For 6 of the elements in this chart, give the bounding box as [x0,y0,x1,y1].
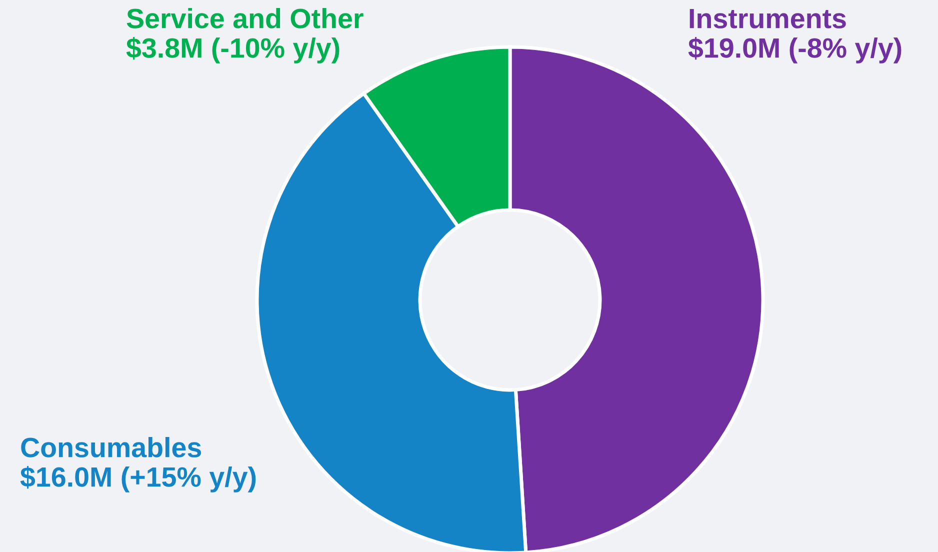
text: $16.0M (+15% y/y) [20,466,256,492]
text: $19.0M (-8% y/y) [688,36,902,64]
text: $3.8M (-10% y/y) [126,36,340,64]
slice-label: Service and Other [126,8,364,28]
slice-label: Instruments [690,9,846,28]
slice-label: Consumables [21,437,202,458]
